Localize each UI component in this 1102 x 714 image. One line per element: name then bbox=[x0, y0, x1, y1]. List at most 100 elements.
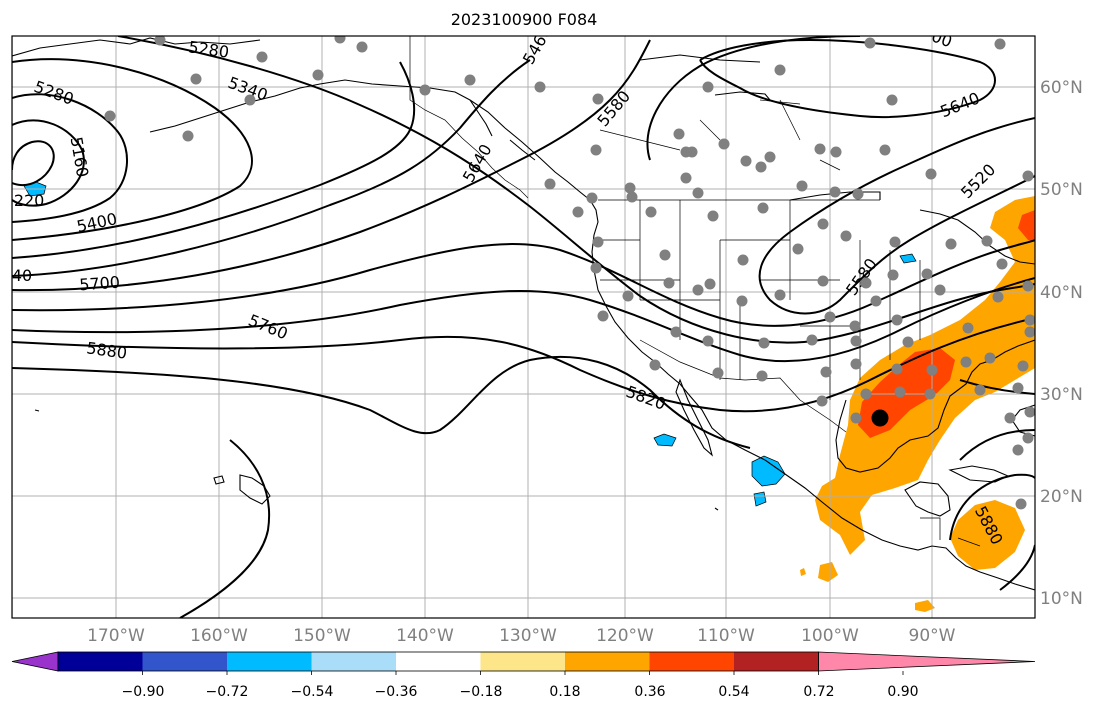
colorbar-bin bbox=[480, 652, 566, 671]
station-marker bbox=[817, 218, 829, 230]
storm-center-marker bbox=[871, 409, 889, 427]
colorbar bbox=[11, 651, 1036, 675]
station-marker bbox=[891, 363, 903, 375]
station-marker bbox=[649, 359, 661, 371]
station-marker bbox=[190, 73, 202, 85]
shaded-field bbox=[23, 181, 1035, 612]
station-marker bbox=[572, 206, 584, 218]
station-marker bbox=[902, 336, 914, 348]
station-marker bbox=[597, 310, 609, 322]
station-marker bbox=[996, 258, 1008, 270]
station-marker bbox=[1012, 444, 1024, 456]
station-marker bbox=[829, 186, 841, 198]
colorbar-bin bbox=[311, 652, 397, 671]
station-marker bbox=[356, 41, 368, 53]
station-marker bbox=[104, 110, 116, 122]
station-marker bbox=[984, 352, 996, 364]
colorbar-bin bbox=[649, 652, 735, 671]
station-marker bbox=[764, 151, 776, 163]
contour-label: 5700 bbox=[79, 273, 121, 295]
station-marker bbox=[1024, 326, 1035, 338]
lat-label: 50°N bbox=[1040, 180, 1083, 200]
lat-label: 40°N bbox=[1040, 283, 1083, 303]
station-marker bbox=[921, 268, 933, 280]
station-marker bbox=[934, 284, 946, 296]
station-marker bbox=[860, 277, 872, 289]
height-contours bbox=[12, 36, 1035, 618]
colorbar-bin bbox=[142, 652, 228, 671]
colorbar-tick-label: −0.36 bbox=[375, 684, 418, 700]
station-marker bbox=[622, 290, 634, 302]
map-area: 5280 5340 5460 5580 5640 5520 5280 5160 … bbox=[4, 36, 1035, 618]
station-marker bbox=[758, 337, 770, 349]
station-marker bbox=[926, 364, 938, 376]
station-marker bbox=[659, 249, 671, 261]
station-marker bbox=[870, 295, 882, 307]
station-marker bbox=[702, 335, 714, 347]
station-marker bbox=[590, 262, 602, 274]
colorbar-ticks: −0.90 −0.72 −0.54 −0.36 −0.18 0.18 0.36 … bbox=[122, 684, 919, 700]
contour-label: 40 bbox=[12, 266, 32, 285]
colorbar-tick-label: 0.18 bbox=[549, 684, 580, 700]
colorbar-tick-label: −0.54 bbox=[291, 684, 334, 700]
station-marker bbox=[1015, 498, 1027, 510]
station-marker bbox=[1022, 432, 1034, 444]
longitude-axis: 170°W 160°W 150°W 140°W 130°W 120°W 110°… bbox=[87, 626, 956, 646]
colorbar-bin bbox=[565, 652, 650, 671]
station-marker bbox=[796, 180, 808, 192]
station-marker bbox=[1017, 360, 1029, 372]
station-marker bbox=[806, 334, 818, 346]
lat-label: 30°N bbox=[1040, 385, 1083, 405]
station-marker bbox=[737, 254, 749, 266]
station-marker bbox=[830, 146, 842, 158]
contour-label: 5220 bbox=[4, 191, 45, 210]
station-marker bbox=[945, 238, 957, 250]
station-marker bbox=[860, 388, 872, 400]
colorbar-extend-high bbox=[818, 651, 1036, 672]
station-marker bbox=[740, 155, 752, 167]
lon-label: 120°W bbox=[596, 626, 654, 646]
station-marker bbox=[962, 322, 974, 334]
lon-label: 130°W bbox=[499, 626, 557, 646]
station-marker bbox=[645, 206, 657, 218]
colorbar-tick-label: −0.72 bbox=[206, 684, 249, 700]
station-marker bbox=[891, 314, 903, 326]
station-marker bbox=[850, 358, 862, 370]
station-marker bbox=[154, 36, 166, 46]
colorbar-tick-label: 0.54 bbox=[718, 684, 749, 700]
station-marker bbox=[673, 128, 685, 140]
station-marker bbox=[312, 69, 324, 81]
station-marker bbox=[334, 36, 346, 44]
station-marker bbox=[887, 269, 899, 281]
station-marker bbox=[244, 94, 256, 106]
station-marker bbox=[692, 284, 704, 296]
station-marker bbox=[994, 38, 1006, 50]
lat-label: 10°N bbox=[1040, 589, 1083, 609]
station-marker bbox=[670, 326, 682, 338]
station-marker bbox=[886, 94, 898, 106]
station-marker bbox=[544, 178, 556, 190]
station-marker bbox=[592, 236, 604, 248]
station-marker bbox=[756, 370, 768, 382]
station-marker bbox=[792, 243, 804, 255]
station-marker bbox=[960, 356, 972, 368]
lon-label: 140°W bbox=[396, 626, 454, 646]
station-marker bbox=[992, 291, 1004, 303]
colorbar-tick-label: 0.36 bbox=[634, 684, 665, 700]
station-marker bbox=[464, 74, 476, 86]
station-marker bbox=[624, 182, 636, 194]
station-marker bbox=[1024, 406, 1035, 418]
station-marker bbox=[889, 236, 901, 248]
station-marker bbox=[755, 161, 767, 173]
station-marker bbox=[704, 278, 716, 290]
lon-label: 100°W bbox=[801, 626, 859, 646]
station-marker bbox=[718, 138, 730, 150]
station-marker bbox=[256, 51, 268, 63]
station-marker bbox=[586, 192, 598, 204]
colorbar-bin bbox=[734, 652, 819, 671]
colorbar-tick-label: 0.90 bbox=[887, 684, 918, 700]
station-marker bbox=[757, 202, 769, 214]
station-marker bbox=[1022, 280, 1034, 292]
